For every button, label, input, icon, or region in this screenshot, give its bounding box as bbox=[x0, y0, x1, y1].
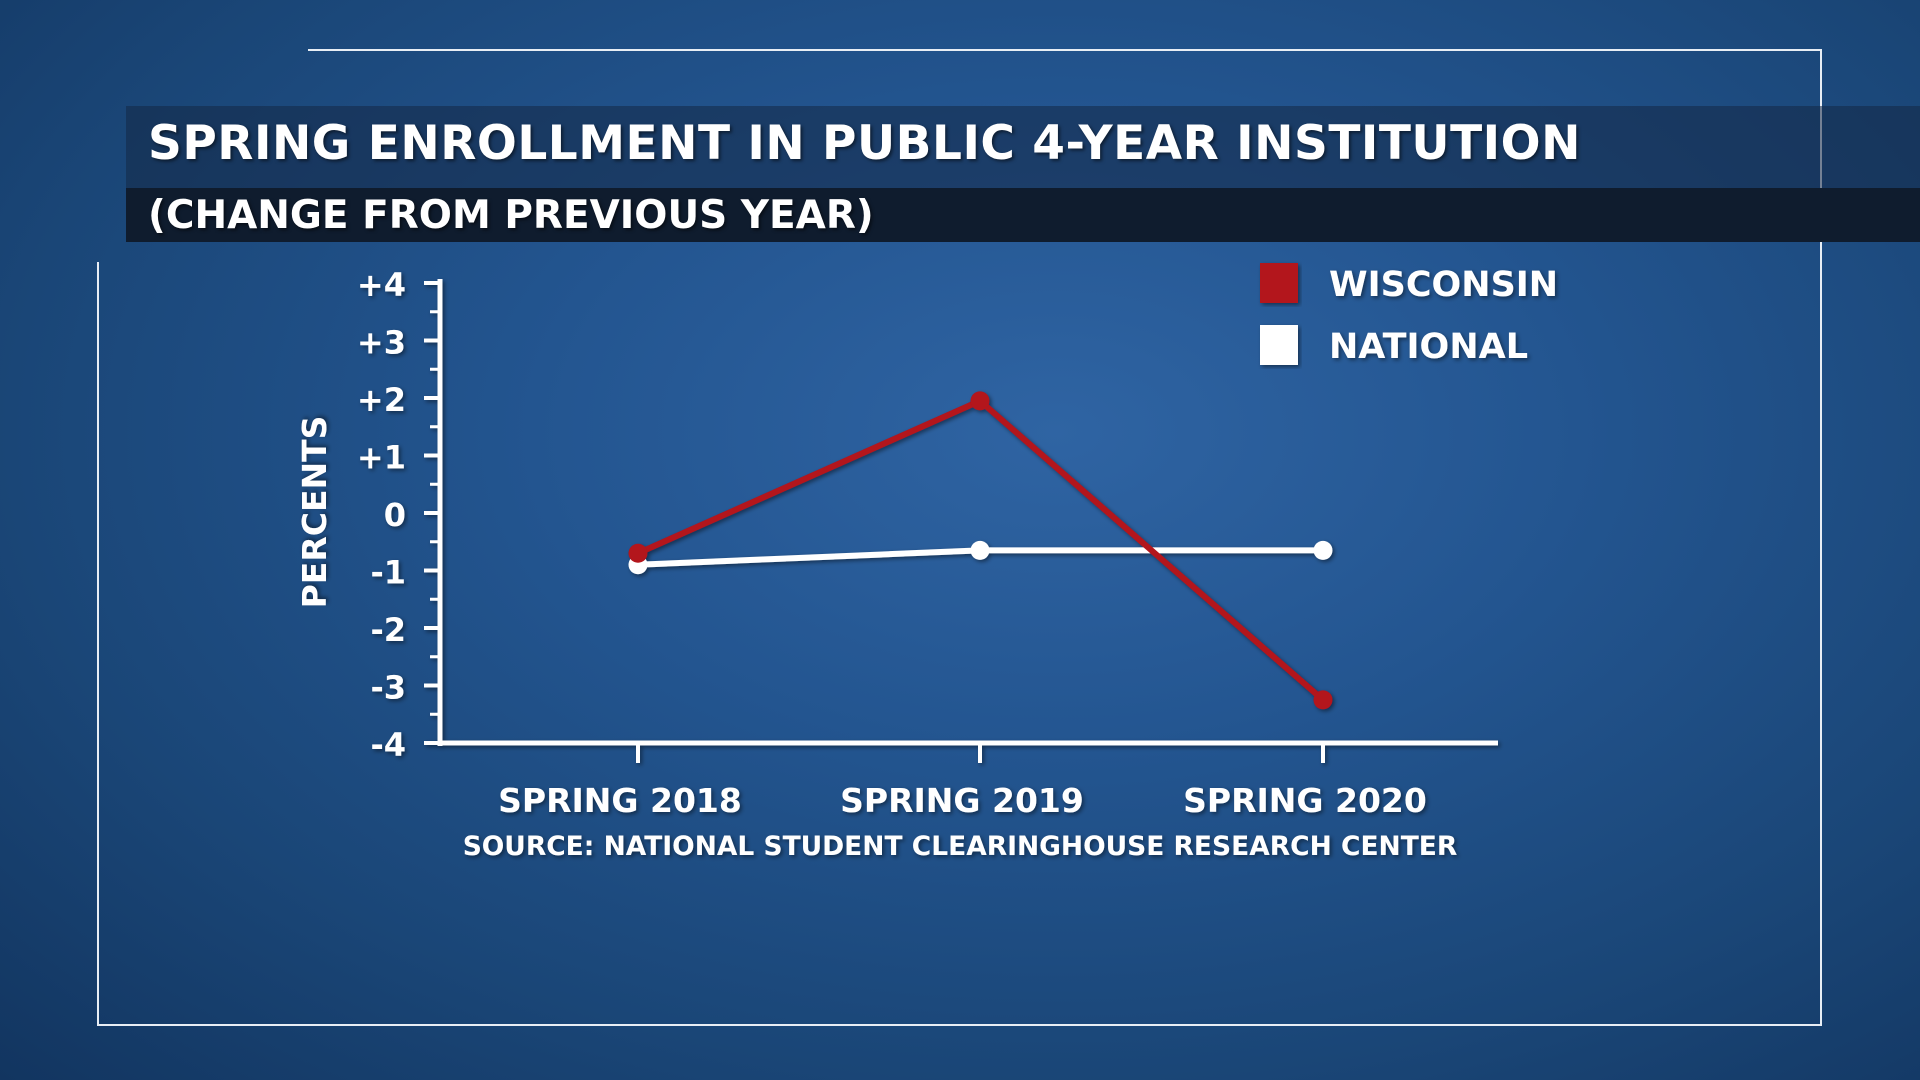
title-band bbox=[126, 106, 1920, 188]
y-tick-label: +1 bbox=[357, 439, 406, 477]
data-point-wisconsin bbox=[1313, 690, 1333, 710]
y-tick-label: +3 bbox=[357, 324, 406, 362]
subtitle-band bbox=[126, 188, 1920, 242]
frame-top-border bbox=[308, 49, 1822, 51]
frame-right-border bbox=[1820, 49, 1822, 1026]
y-tick-label: -4 bbox=[370, 726, 406, 764]
y-tick-label: 0 bbox=[384, 496, 406, 534]
source-text: SOURCE: NATIONAL STUDENT CLEARINGHOUSE R… bbox=[463, 831, 1458, 862]
data-point-national bbox=[1313, 540, 1333, 560]
legend-swatch-national bbox=[1260, 325, 1298, 365]
legend-label-national: NATIONAL bbox=[1329, 327, 1528, 367]
data-point-wisconsin bbox=[628, 543, 648, 563]
legend-label-wisconsin: WISCONSIN bbox=[1329, 265, 1558, 305]
chart-subtitle: (CHANGE FROM PREVIOUS YEAR) bbox=[148, 193, 874, 238]
x-tick-label: SPRING 2020 bbox=[1183, 781, 1427, 820]
y-tick-label: -2 bbox=[370, 611, 406, 649]
data-point-national bbox=[970, 540, 990, 560]
x-tick-label: SPRING 2019 bbox=[840, 781, 1084, 820]
frame-bottom-border bbox=[97, 1024, 1822, 1026]
frame-left-border bbox=[97, 262, 99, 1026]
legend-swatch-wisconsin bbox=[1260, 263, 1298, 303]
y-tick-label: +2 bbox=[357, 381, 406, 419]
chart-title: SPRING ENROLLMENT IN PUBLIC 4-YEAR INSTI… bbox=[148, 116, 1581, 171]
y-tick-label: -1 bbox=[370, 554, 406, 592]
y-axis-label: PERCENTS bbox=[295, 416, 334, 609]
data-point-wisconsin bbox=[970, 391, 990, 411]
y-tick-label: -3 bbox=[370, 669, 406, 707]
y-tick-label: +4 bbox=[357, 266, 406, 304]
x-tick-label: SPRING 2018 bbox=[498, 781, 742, 820]
